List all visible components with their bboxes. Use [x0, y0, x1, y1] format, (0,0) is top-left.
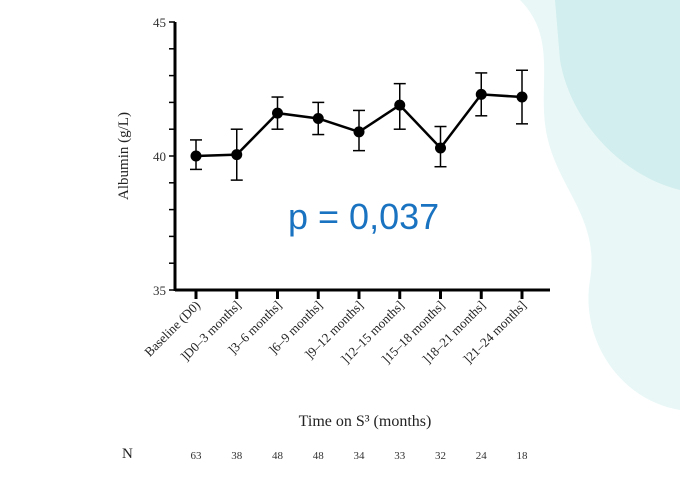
- data-point: [435, 142, 446, 154]
- p-value-annotation: p = 0,037: [288, 196, 440, 237]
- n-value: 34: [353, 450, 365, 462]
- data-point: [272, 107, 283, 119]
- n-value: 18: [516, 450, 528, 462]
- y-tick-label: 35: [153, 283, 166, 298]
- data-point: [475, 88, 487, 100]
- data-point: [394, 99, 406, 111]
- n-label: N: [122, 446, 133, 462]
- x-axis-title: Time on S³ (months): [298, 413, 432, 430]
- data-point: [353, 126, 365, 138]
- n-value: 33: [394, 450, 406, 462]
- n-value: 24: [475, 450, 487, 462]
- data-point: [231, 149, 243, 161]
- n-value: 48: [312, 450, 324, 462]
- data-point: [516, 91, 528, 103]
- data-point: [312, 112, 324, 124]
- n-value: 32: [435, 450, 446, 462]
- y-axis-title: Albumin (g/L): [116, 112, 132, 200]
- data-point: [190, 150, 202, 162]
- y-tick-label: 40: [153, 149, 166, 164]
- y-tick-label: 45: [153, 15, 166, 30]
- n-value: 63: [190, 450, 202, 462]
- n-value: 38: [231, 450, 243, 462]
- n-value: 48: [272, 450, 283, 462]
